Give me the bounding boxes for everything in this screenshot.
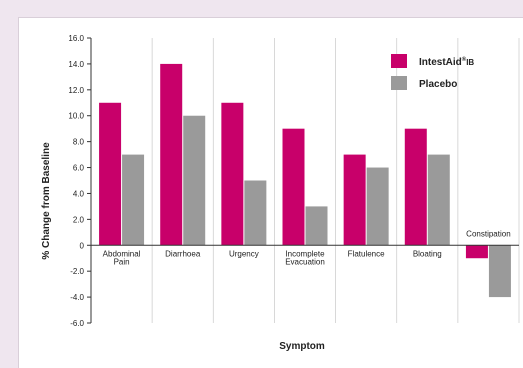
category-label: Diarrhoea xyxy=(165,249,201,258)
x-axis-title: Symptom xyxy=(279,341,325,352)
y-tick-label: 12.0 xyxy=(68,86,84,95)
legend-swatch xyxy=(391,54,407,68)
y-axis-title: % Change from Baseline xyxy=(41,142,52,260)
bar-placebo xyxy=(183,115,206,246)
category-label: Flatulence xyxy=(348,249,385,258)
legend-swatch xyxy=(391,76,407,90)
y-tick-labels: 16.0 14.0 12.0 10.0 8.0 6.0 4.0 2.0 0 -2.0 -4.0 -6.… xyxy=(68,34,84,328)
bar-placebo xyxy=(366,167,389,246)
grid-lines xyxy=(151,38,520,323)
category-label: Urgency xyxy=(229,249,259,258)
bar-intestaid xyxy=(465,245,488,259)
y-tick-label: 16.0 xyxy=(68,34,84,43)
axes xyxy=(87,37,519,324)
bar-intestaid xyxy=(221,102,244,246)
y-tick-label: 6.0 xyxy=(73,164,85,173)
legend: IntestAid®IB Placebo xyxy=(391,54,474,90)
legend-label: Placebo xyxy=(419,79,457,90)
bars xyxy=(99,63,511,298)
y-tick-label: 0 xyxy=(80,241,85,250)
bar-intestaid xyxy=(282,128,305,246)
bar-intestaid xyxy=(343,154,366,246)
category-label: Incomplete xyxy=(285,249,325,258)
category-label: Pain xyxy=(114,257,130,266)
bar-placebo xyxy=(244,180,267,246)
y-tick-label: -4.0 xyxy=(70,293,84,302)
category-label: Abdominal xyxy=(103,249,141,258)
category-label: Evacuation xyxy=(285,257,325,266)
y-tick-label: 10.0 xyxy=(68,112,84,121)
bar-intestaid xyxy=(160,63,183,246)
y-tick-label: 4.0 xyxy=(73,189,85,198)
bar-placebo xyxy=(488,245,511,298)
legend-label: IntestAid®IB xyxy=(419,56,474,68)
y-tick-label: 14.0 xyxy=(68,60,84,69)
bar-placebo xyxy=(427,154,450,246)
bar-chart: 16.0 14.0 12.0 10.0 8.0 6.0 4.0 2.0 0 -2.0 -4.0 -6.… xyxy=(41,34,520,352)
category-label: Bloating xyxy=(413,249,442,258)
y-tick-label: 8.0 xyxy=(73,138,85,147)
bar-intestaid xyxy=(404,128,427,246)
bar-placebo xyxy=(305,206,328,246)
y-tick-label: -6.0 xyxy=(70,319,84,328)
y-tick-label: 2.0 xyxy=(73,215,85,224)
chart-panel: 16.0 14.0 12.0 10.0 8.0 6.0 4.0 2.0 0 -2.0 -4.0 -6.… xyxy=(18,17,523,368)
category-label: Constipation xyxy=(466,229,510,238)
bar-placebo xyxy=(122,154,145,246)
bar-intestaid xyxy=(99,102,122,246)
y-tick-label: -2.0 xyxy=(70,267,84,276)
